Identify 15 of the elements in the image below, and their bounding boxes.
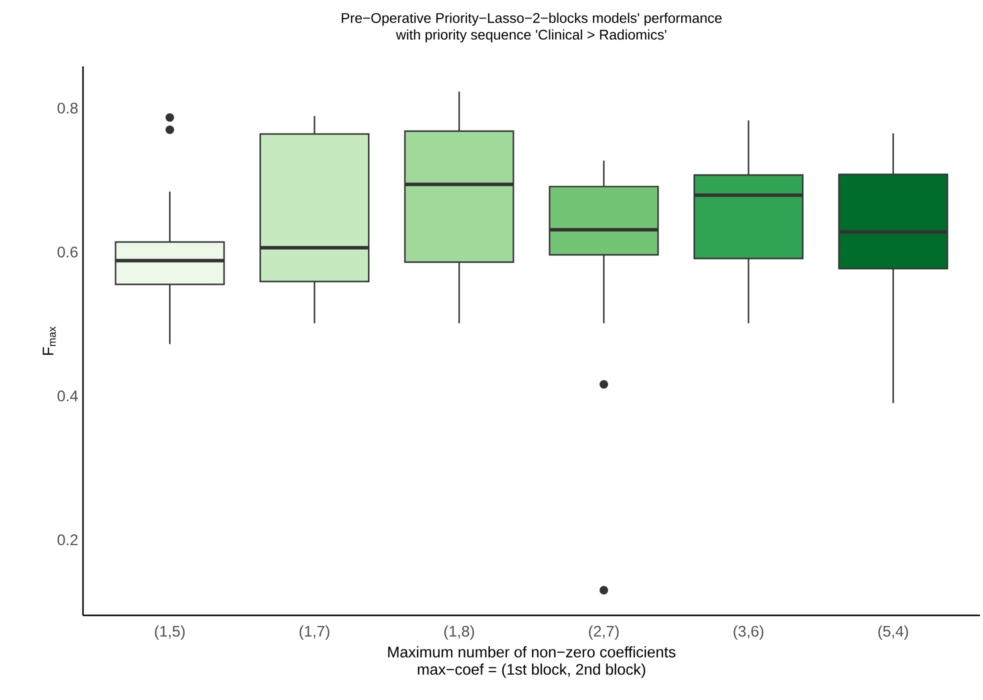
x-tick-label: (3,6) <box>734 625 764 640</box>
x-axis-title: Maximum number of non−zero coefficients <box>388 646 676 658</box>
text: max−coef = (1st block, 2nd block) <box>418 664 646 678</box>
x-tick-label: (5,4) <box>878 625 908 640</box>
x-tick-label: (2,7) <box>589 625 619 640</box>
chart-subtitle: with priority sequence 'Clinical > Radiomics' <box>396 29 666 42</box>
x-tick-label: (1,8) <box>444 625 474 640</box>
y-tick-label: 0.6 <box>58 246 78 258</box>
y-axis-title: F$_{max}$ <box>42 326 56 355</box>
x-tick-label: (1,5) <box>154 625 185 640</box>
y-tick-label: 0.4 <box>58 390 78 402</box>
chart-title: Pre−Operative Priority−Lasso−2−blocks models' performance <box>342 12 722 26</box>
y-tick-label: 0.2 <box>58 534 78 546</box>
x-tick-label: (1,7) <box>300 625 330 640</box>
y-tick-label: 0.8 <box>58 102 78 114</box>
